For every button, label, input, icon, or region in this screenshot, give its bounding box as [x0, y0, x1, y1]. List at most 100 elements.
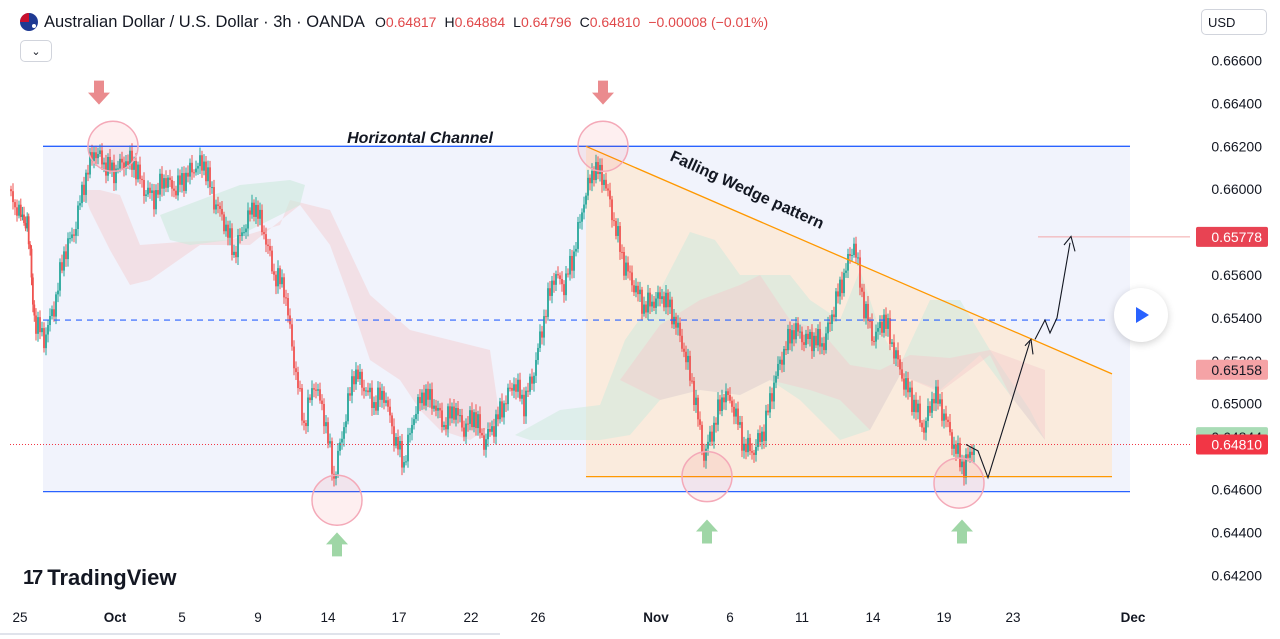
- candle-body: [445, 424, 447, 430]
- candle-body: [265, 234, 267, 245]
- candle-body: [39, 317, 41, 333]
- currency-selector[interactable]: USD: [1201, 9, 1267, 35]
- candle-body: [45, 334, 47, 349]
- candle-body: [647, 292, 649, 313]
- candle-body: [655, 298, 657, 308]
- candle-body: [283, 277, 285, 298]
- candle-body: [933, 398, 935, 404]
- candle-body: [127, 161, 129, 166]
- candle-body: [181, 173, 183, 185]
- candle-body: [805, 333, 807, 345]
- candle-body: [959, 443, 961, 468]
- candle-body: [717, 399, 719, 425]
- candle-body: [411, 424, 413, 434]
- projection-arrowhead: [1024, 338, 1034, 355]
- candle-body: [905, 378, 907, 390]
- candle-body: [525, 390, 527, 417]
- candle-body: [569, 255, 571, 275]
- candle-body: [373, 402, 375, 408]
- candle-body: [205, 161, 207, 182]
- candle-body: [115, 168, 117, 184]
- candle-body: [233, 251, 235, 255]
- candle-body: [163, 178, 165, 189]
- candle-body: [407, 434, 409, 462]
- candle-body: [911, 387, 913, 412]
- x-tick-label: 5: [178, 610, 186, 625]
- candle-body: [41, 328, 43, 333]
- candle-body: [527, 390, 529, 392]
- candle-body: [621, 251, 623, 253]
- candle-body: [247, 210, 249, 229]
- replay-button[interactable]: [1114, 288, 1168, 342]
- candle-body: [191, 162, 193, 173]
- candle-body: [833, 314, 835, 318]
- candle-body: [447, 406, 449, 430]
- candle-body: [397, 437, 399, 450]
- candle-body: [937, 386, 939, 404]
- candle-body: [645, 304, 647, 313]
- candle-body: [677, 322, 679, 328]
- candle-body: [14, 202, 16, 208]
- candle-body: [159, 173, 161, 195]
- candle-body: [165, 178, 167, 188]
- candle-body: [513, 384, 515, 391]
- candle-body: [815, 335, 817, 346]
- candle-body: [139, 164, 141, 179]
- candle-body: [671, 299, 673, 325]
- candle-body: [459, 415, 461, 417]
- candle-body: [873, 340, 875, 342]
- price-label: 0.65778: [1211, 229, 1262, 245]
- candle-body: [297, 372, 299, 389]
- candle-body: [347, 393, 349, 422]
- candle-body: [789, 328, 791, 344]
- candle-body: [131, 150, 133, 170]
- candle-body: [729, 395, 731, 401]
- candle-body: [203, 161, 205, 171]
- candle-body: [29, 244, 31, 249]
- candle-body: [831, 314, 833, 324]
- candle-body: [345, 421, 347, 428]
- candle-body: [931, 398, 933, 413]
- candle-body: [321, 400, 323, 405]
- scrollbar-track[interactable]: [0, 633, 500, 635]
- candle-body: [303, 420, 305, 423]
- x-tick-label: 25: [12, 610, 27, 625]
- candle-body: [175, 190, 177, 196]
- change-value: −0.00008 (−0.01%): [648, 14, 769, 30]
- symbol-title[interactable]: Australian Dollar / U.S. Dollar · 3h · O…: [44, 12, 365, 31]
- price-label-box: [1196, 359, 1268, 380]
- candle-body: [619, 226, 621, 252]
- candle-body: [893, 342, 895, 359]
- price-label-box: [1196, 434, 1268, 455]
- candle-body: [795, 323, 797, 340]
- open-label: O: [374, 14, 386, 30]
- candle-body: [755, 447, 757, 455]
- candle-body: [685, 351, 687, 363]
- candle-body: [413, 419, 415, 425]
- candle-body: [415, 413, 417, 420]
- candle-body: [821, 343, 823, 347]
- candle-body: [965, 454, 967, 478]
- candle-body: [899, 359, 901, 370]
- candle-body: [493, 426, 495, 437]
- candle-body: [193, 172, 195, 174]
- candle-body: [709, 431, 711, 442]
- candle-body: [635, 285, 637, 293]
- candle-body: [383, 390, 385, 403]
- candle-body: [69, 238, 71, 240]
- candle-body: [623, 252, 625, 276]
- y-tick-label: 0.64600: [1211, 482, 1262, 498]
- candle-body: [877, 328, 879, 332]
- candle-body: [775, 375, 777, 383]
- y-tick-label: 0.65400: [1211, 310, 1262, 326]
- candle-body: [925, 421, 927, 433]
- collapse-legend-button[interactable]: ⌄: [20, 40, 52, 62]
- candle-body: [749, 437, 751, 452]
- candle-body: [431, 389, 433, 409]
- candle-body: [91, 152, 93, 161]
- candle-body: [633, 285, 635, 293]
- candle-body: [801, 331, 803, 343]
- candle-body: [195, 168, 197, 173]
- candle-body: [547, 288, 549, 317]
